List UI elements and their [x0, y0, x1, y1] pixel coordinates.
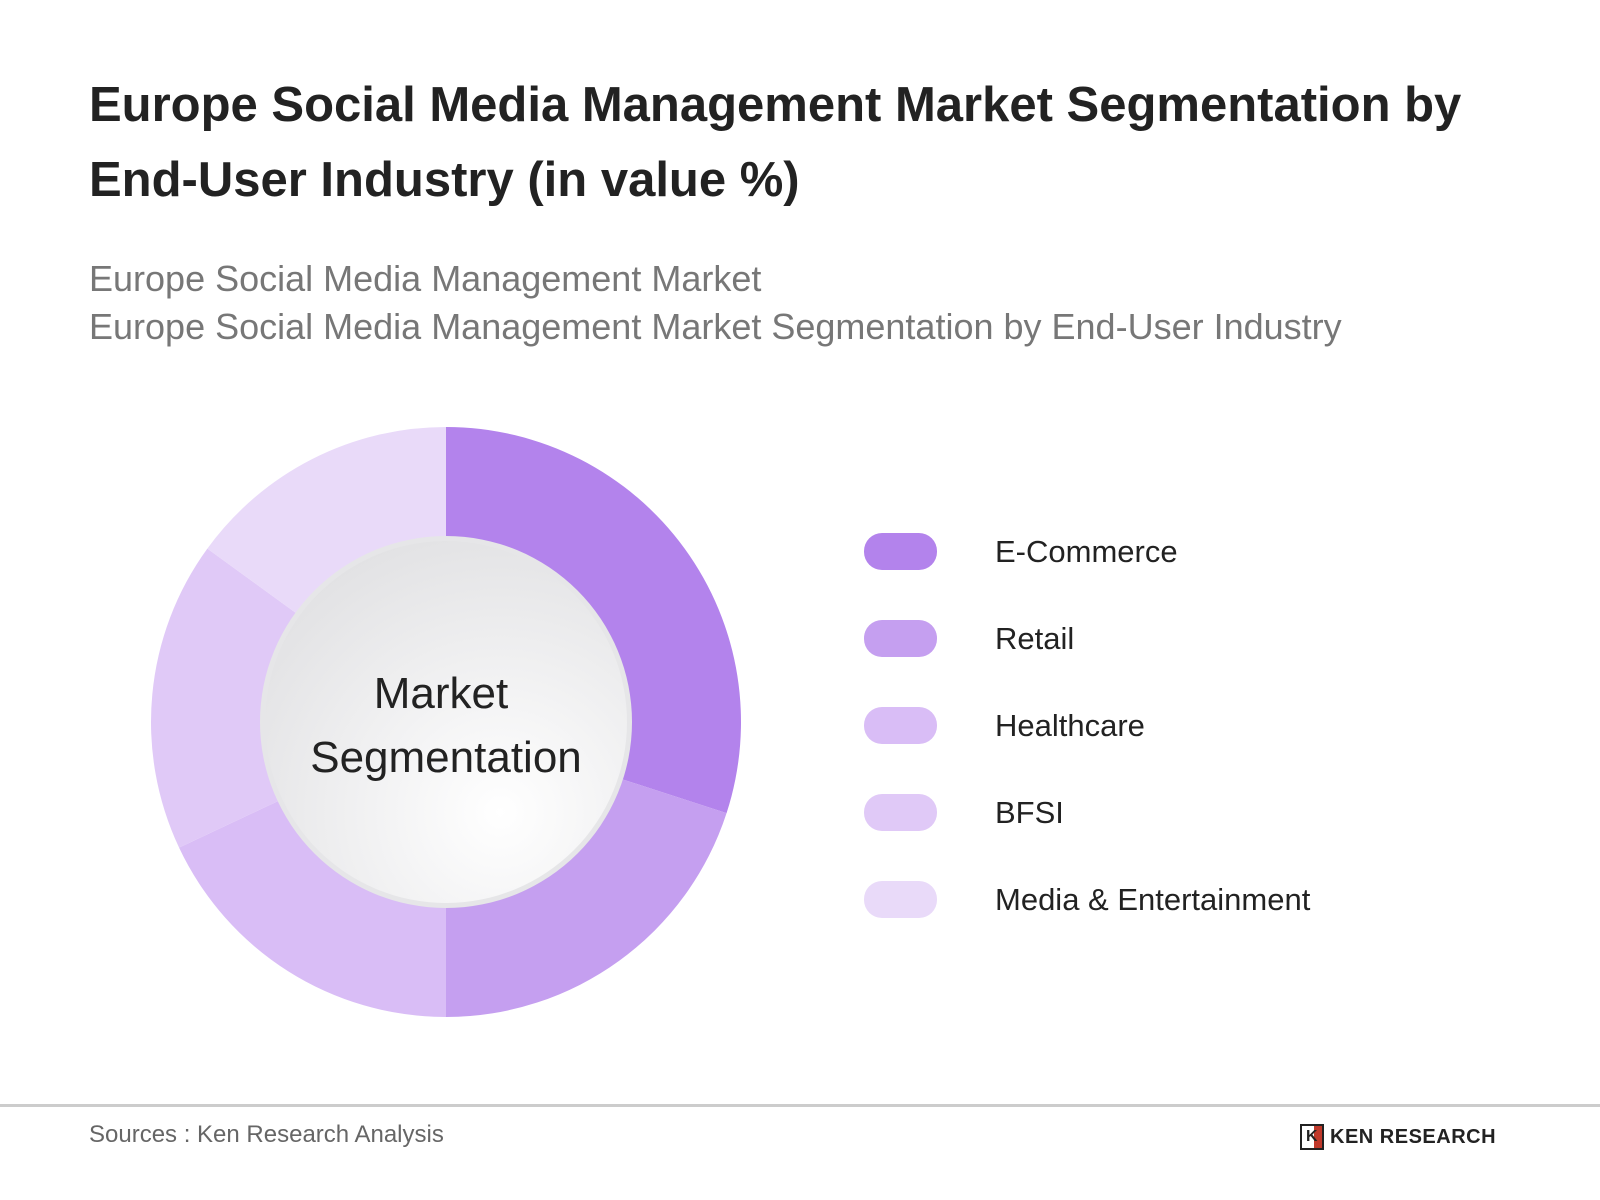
legend-label: Healthcare	[995, 707, 1145, 743]
legend-item: BFSI	[864, 794, 1064, 831]
legend-label: Retail	[995, 620, 1075, 656]
logo-k-icon: K	[1300, 1124, 1324, 1150]
ken-research-logo: K KEN RESEARCH	[1300, 1124, 1496, 1150]
slice-healthcare	[179, 785, 446, 1017]
chart-subtitle: Europe Social Media Management Market	[89, 258, 762, 299]
legend-item: Retail	[864, 620, 1074, 657]
chart-title: Europe Social Media Management Market Se…	[89, 78, 1462, 207]
legend-swatch	[864, 794, 937, 831]
legend-swatch	[864, 881, 937, 918]
legend-item: Healthcare	[864, 707, 1145, 744]
logo-text: KEN RESEARCH	[1330, 1125, 1497, 1148]
legend-label: BFSI	[995, 794, 1064, 830]
center-label-2: Segmentation	[310, 733, 582, 782]
center-label-1: Market	[374, 669, 508, 718]
legend-swatch	[864, 533, 937, 570]
chart-subtitle-2: Europe Social Media Management Market Se…	[89, 306, 1342, 347]
legend-item: E-Commerce	[864, 533, 1178, 570]
legend-label: E-Commerce	[995, 533, 1178, 569]
legend-swatch	[864, 620, 937, 657]
legend-item: Media & Entertainment	[864, 881, 1310, 918]
legend-label: Media & Entertainment	[995, 881, 1311, 917]
legend-swatch	[864, 707, 937, 744]
donut-hole	[265, 541, 627, 903]
slice-retail	[446, 768, 727, 1017]
source-note: Sources : Ken Research Analysis	[89, 1121, 444, 1148]
footer-divider	[0, 1104, 1600, 1107]
